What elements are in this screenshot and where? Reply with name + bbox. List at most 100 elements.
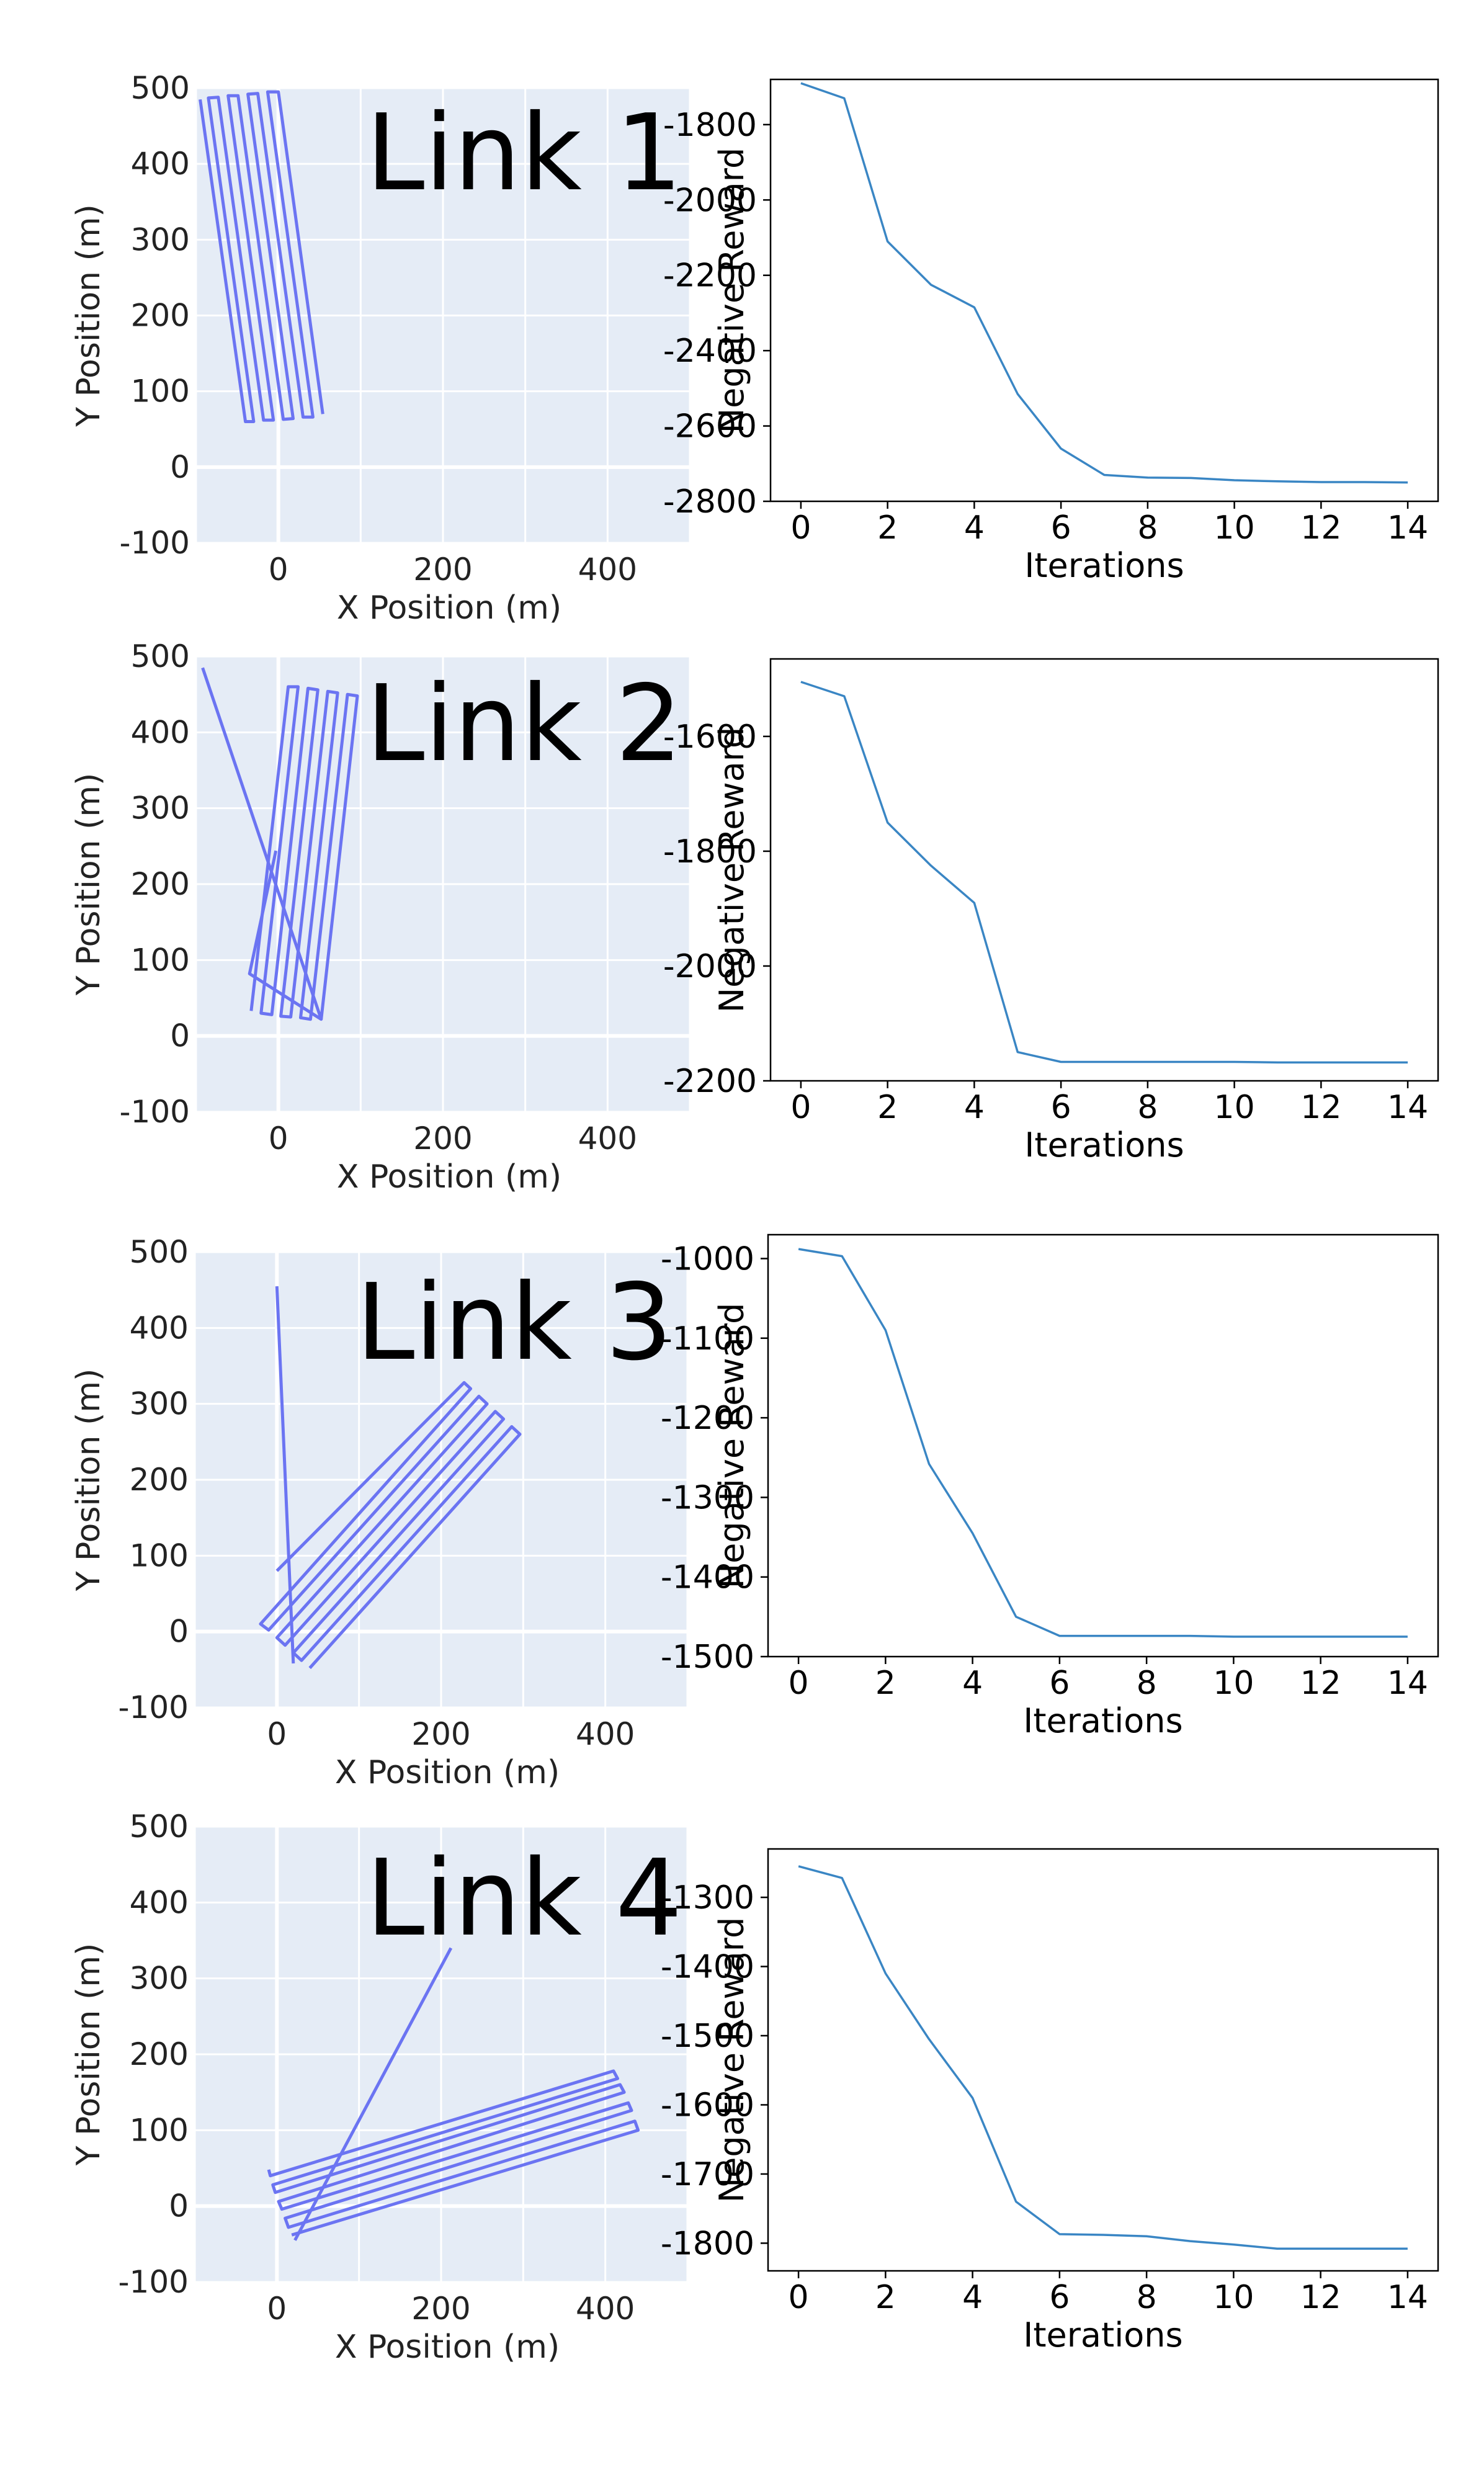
y-tick-label: 100 xyxy=(131,374,190,409)
y-tick-label: 400 xyxy=(131,146,190,182)
y-tick-label: 100 xyxy=(130,1537,189,1573)
y-tick-label: 400 xyxy=(130,1884,189,1920)
x-axis-label: X Position (m) xyxy=(337,589,561,627)
y-tick-label: -2400 xyxy=(663,333,757,370)
x-tick-label: 6 xyxy=(1051,1089,1071,1126)
x-axis-label: X Position (m) xyxy=(335,2329,560,2366)
trajectory-chart-4: 0 200 400 -100 0 100 200 300 400 500 X Position (m… xyxy=(70,1809,689,2366)
x-tick-label: 10 xyxy=(1214,509,1255,547)
flight-path xyxy=(293,1947,453,2241)
y-tick-label: -1600 xyxy=(663,718,757,756)
y-tick-label: -2000 xyxy=(663,182,757,219)
x-tick-label: 400 xyxy=(578,552,637,588)
y-tick-label: -2800 xyxy=(663,483,757,521)
y-tick-label: 100 xyxy=(130,2112,189,2148)
x-tick-label: 0 xyxy=(267,2291,287,2327)
y-axis-label: Y Position (m) xyxy=(70,1943,107,2167)
y-tick-label: -1400 xyxy=(661,1559,754,1596)
y-tick-label: -2600 xyxy=(663,408,757,445)
x-tick-label: 14 xyxy=(1387,2279,1428,2316)
x-axis-label: Iterations xyxy=(1023,2316,1182,2355)
y-tick-label: -2000 xyxy=(663,948,757,985)
reward-line xyxy=(800,82,1408,484)
y-tick-label: 200 xyxy=(131,298,190,334)
y-axis-label: Y Position (m) xyxy=(70,1369,107,1592)
y-tick-label: 0 xyxy=(169,1614,189,1650)
y-tick-label: 300 xyxy=(131,222,190,257)
x-tick-label: 0 xyxy=(267,1716,287,1752)
y-axis-label: Negative Reward xyxy=(712,727,751,1013)
y-tick-label: 200 xyxy=(131,866,190,902)
reward-chart-1: 0 2 4 6 8 10 12 14 -2800 -2600 -2400 -2200 -2000 -180… xyxy=(663,78,1439,585)
y-axis-label: Negative Reward xyxy=(712,1303,751,1589)
x-tick-label: 12 xyxy=(1300,1089,1341,1126)
y-axis-label: Y Position (m) xyxy=(70,204,107,427)
y-tick-label: 100 xyxy=(131,942,190,978)
chart-title: Link 4 xyxy=(366,1837,682,1960)
x-tick-label: 0 xyxy=(789,1665,809,1702)
y-axis-label: Negative Reward xyxy=(712,148,751,434)
flight-path-sweep xyxy=(259,1380,522,1670)
x-tick-label: 2 xyxy=(875,1665,896,1702)
x-tick-label: 12 xyxy=(1300,1665,1341,1702)
y-tick-label: 500 xyxy=(131,638,190,674)
flight-path-sweep xyxy=(267,2069,640,2237)
y-axis-label: Negative Reward xyxy=(712,1917,751,2203)
x-tick-label: 14 xyxy=(1387,1089,1428,1126)
y-tick-label: -100 xyxy=(118,2264,189,2300)
reward-chart-2: 0 2 4 6 8 10 12 14 -2200 -2000 -1800 -1600 Iteration… xyxy=(663,658,1439,1165)
y-tick-label: 200 xyxy=(130,2036,189,2072)
x-tick-label: 200 xyxy=(411,2291,470,2327)
y-tick-label: -2200 xyxy=(663,257,757,295)
y-tick-label: 300 xyxy=(130,1961,189,1997)
x-tick-label: 400 xyxy=(576,2291,635,2327)
y-tick-label: 300 xyxy=(130,1386,189,1422)
x-tick-label: 200 xyxy=(413,1121,472,1157)
reward-chart-4: 0 2 4 6 8 10 12 14 -1800 -1700 -1600 -1500 -1400 -130… xyxy=(661,1848,1439,2355)
x-tick-label: 0 xyxy=(269,1121,288,1157)
x-axis-label: Iterations xyxy=(1024,1125,1184,1165)
plot-frame xyxy=(769,78,1439,503)
x-axis-label: X Position (m) xyxy=(335,1754,560,1791)
reward-line xyxy=(798,1248,1408,1638)
x-tick-label: 400 xyxy=(576,1716,635,1752)
y-tick-label: -1500 xyxy=(661,2018,754,2055)
x-tick-label: 4 xyxy=(964,509,985,547)
y-tick-label: 0 xyxy=(169,2188,189,2224)
chart-title: Link 1 xyxy=(366,92,682,215)
y-tick-label: 300 xyxy=(131,790,190,826)
reward-line xyxy=(798,1865,1408,2250)
x-axis-label: X Position (m) xyxy=(337,1158,561,1196)
y-tick-label: 200 xyxy=(130,1462,189,1498)
y-tick-label: -1800 xyxy=(663,833,757,870)
x-tick-label: 0 xyxy=(790,1089,811,1126)
x-tick-label: 10 xyxy=(1213,2279,1254,2316)
y-tick-label: -100 xyxy=(118,1689,189,1725)
y-tick-label: -1800 xyxy=(663,107,757,144)
flight-path xyxy=(275,1286,295,1664)
y-tick-label: 500 xyxy=(130,1234,189,1270)
x-tick-label: 8 xyxy=(1137,509,1158,547)
x-axis-label: Iterations xyxy=(1024,546,1184,585)
y-tick-label: 0 xyxy=(170,1018,190,1054)
x-tick-label: 12 xyxy=(1300,2279,1341,2316)
x-tick-label: 14 xyxy=(1387,509,1428,547)
chart-title: Link 2 xyxy=(366,663,682,785)
reward-chart-3: 0 2 4 6 8 10 12 14 -1500 -1400 -1300 -1200 -1100 -100… xyxy=(661,1233,1439,1740)
x-tick-label: 12 xyxy=(1300,509,1341,547)
x-tick-label: 2 xyxy=(877,509,898,547)
reward-line xyxy=(800,681,1408,1064)
x-tick-label: 2 xyxy=(875,2279,896,2316)
y-tick-label: -1700 xyxy=(661,2156,754,2193)
y-tick-label: 500 xyxy=(130,1809,189,1845)
x-tick-label: 10 xyxy=(1213,1665,1254,1702)
y-tick-label: -1100 xyxy=(661,1320,754,1358)
y-tick-label: -1300 xyxy=(661,1879,754,1917)
x-tick-label: 400 xyxy=(578,1121,637,1157)
x-tick-label: 4 xyxy=(964,1089,985,1126)
y-tick-label: -1300 xyxy=(661,1479,754,1516)
y-tick-label: -1500 xyxy=(661,1639,754,1676)
x-tick-label: 0 xyxy=(789,2279,809,2316)
x-tick-label: 8 xyxy=(1137,1665,1157,1702)
